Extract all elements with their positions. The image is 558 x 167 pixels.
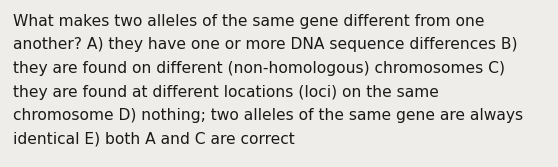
Text: What makes two alleles of the same gene different from one: What makes two alleles of the same gene …: [13, 14, 484, 29]
Text: they are found on different (non-homologous) chromosomes C): they are found on different (non-homolog…: [13, 61, 505, 76]
Text: chromosome D) nothing; two alleles of the same gene are always: chromosome D) nothing; two alleles of th…: [13, 108, 523, 123]
Text: they are found at different locations (loci) on the same: they are found at different locations (l…: [13, 85, 439, 100]
Text: identical E) both A and C are correct: identical E) both A and C are correct: [13, 131, 295, 146]
Text: another? A) they have one or more DNA sequence differences B): another? A) they have one or more DNA se…: [13, 38, 517, 52]
